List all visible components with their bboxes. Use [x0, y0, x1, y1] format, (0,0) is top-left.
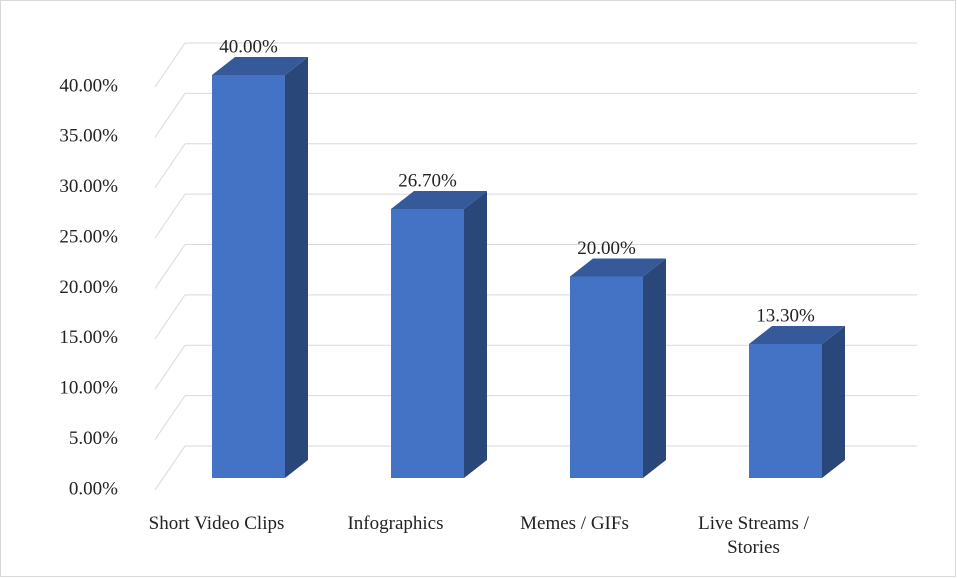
x-tick-label: Infographics [347, 513, 444, 534]
data-label: 40.00% [219, 36, 278, 57]
bar-front [391, 208, 464, 478]
bar-side [464, 190, 487, 478]
y-tick-label: 15.00% [59, 327, 118, 348]
bar-front [570, 276, 643, 478]
data-label: 26.70% [398, 170, 457, 191]
bar-side [643, 258, 666, 478]
bar-top [749, 326, 845, 345]
bar-front [212, 75, 285, 478]
y-tick-label: 20.00% [59, 277, 118, 298]
grid-line-side [154, 244, 186, 289]
bar [749, 326, 845, 478]
bar-top [570, 258, 666, 277]
y-tick-label: 25.00% [59, 226, 118, 247]
bar-top [391, 190, 487, 209]
y-tick-label: 40.00% [59, 75, 118, 96]
grid-line-side [154, 93, 186, 138]
bar-front [749, 344, 822, 478]
grid-line-side [154, 294, 186, 340]
data-label: 20.00% [577, 238, 636, 259]
bar-side [285, 57, 308, 478]
x-tick-label: Memes / GIFs [520, 513, 629, 534]
bar-top [212, 57, 308, 75]
grid-line-side [154, 193, 186, 239]
bar [570, 258, 666, 478]
data-label: 13.30% [756, 305, 815, 326]
bar [391, 190, 487, 478]
y-tick-label: 30.00% [59, 176, 118, 197]
y-tick-label: 35.00% [59, 126, 118, 147]
y-tick-label: 0.00% [69, 478, 118, 499]
x-tick-label: Live Streams / Stories [698, 513, 809, 558]
grid-line-side [154, 395, 186, 440]
bar-side [822, 326, 845, 478]
grid-line-side [154, 143, 186, 189]
bar [212, 57, 308, 478]
grid-line-side [154, 344, 186, 390]
grid-line-side [154, 445, 186, 491]
y-tick-label: 10.00% [59, 378, 118, 399]
grid-line-side [154, 42, 186, 88]
x-tick-label: Short Video Clips [148, 513, 285, 534]
y-tick-label: 5.00% [69, 428, 118, 449]
